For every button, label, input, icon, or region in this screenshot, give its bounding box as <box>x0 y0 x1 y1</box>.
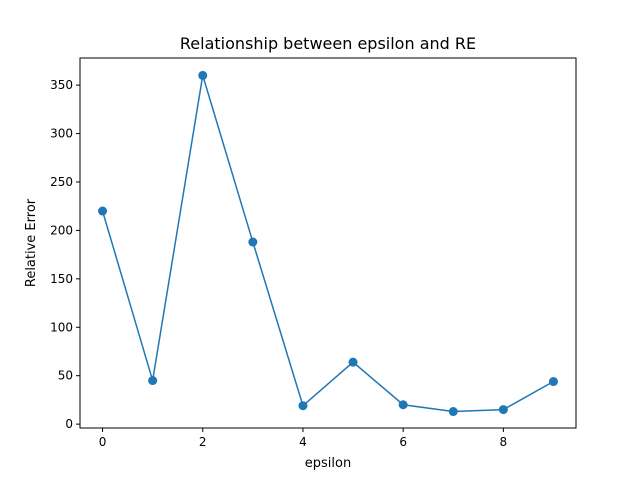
x-tick-label: 2 <box>199 435 207 449</box>
y-tick-label: 200 <box>50 223 73 237</box>
x-tick-label: 6 <box>399 435 407 449</box>
data-point <box>248 237 258 247</box>
data-point <box>98 206 108 216</box>
data-point <box>448 407 458 417</box>
y-axis-ticks: 0 50 100 150 200 250 300 350 <box>50 78 80 431</box>
x-tick-label: 4 <box>299 435 307 449</box>
x-tick-label: 0 <box>99 435 107 449</box>
x-axis-ticks: 0 2 4 6 8 <box>99 428 507 449</box>
data-point <box>498 405 508 415</box>
data-point <box>348 357 358 367</box>
series-line <box>101 75 554 413</box>
data-point <box>548 377 558 387</box>
data-point <box>398 400 408 410</box>
x-axis-label: epsilon <box>305 456 351 471</box>
y-tick-label: 0 <box>65 417 73 431</box>
data-point <box>298 401 308 411</box>
y-tick-label: 150 <box>50 272 73 286</box>
x-tick-label: 8 <box>500 435 508 449</box>
data-point <box>148 376 158 386</box>
y-tick-label: 100 <box>50 320 73 334</box>
plot-frame <box>79 57 577 429</box>
chart-title: Relationship between epsilon and RE <box>180 34 476 53</box>
data-point <box>198 70 208 80</box>
y-axis-label: Relative Error <box>24 198 39 287</box>
y-tick-label: 350 <box>50 78 73 92</box>
y-tick-label: 300 <box>50 127 73 141</box>
plot-area <box>98 70 558 417</box>
y-tick-label: 50 <box>58 369 73 383</box>
y-tick-label: 250 <box>50 175 73 189</box>
